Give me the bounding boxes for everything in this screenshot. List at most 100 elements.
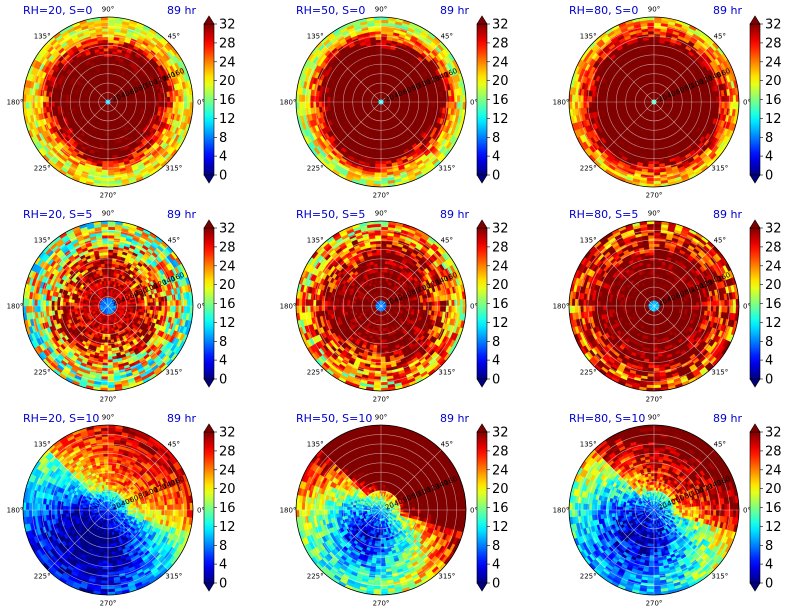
polar-panel: 204060801001201401600°45°90°135°180°225°… xyxy=(7,4,236,200)
heat-cell xyxy=(307,95,311,103)
heat-cell xyxy=(107,163,114,168)
heat-cell xyxy=(380,146,386,151)
heat-cell xyxy=(440,101,444,108)
heat-cell xyxy=(423,101,427,107)
heat-cell xyxy=(380,50,386,55)
heat-cell xyxy=(375,163,382,168)
colorbar-tick-label: 12 xyxy=(219,112,236,127)
heat-cell xyxy=(101,25,109,29)
heat-cell xyxy=(377,135,382,140)
heat-cell xyxy=(423,97,427,103)
heat-cell xyxy=(25,101,30,110)
heat-cell xyxy=(403,101,407,105)
heat-cell xyxy=(25,94,30,103)
heat-cell xyxy=(101,175,109,179)
colorbar-tick-label: 4 xyxy=(492,150,500,165)
heat-cell xyxy=(355,99,359,103)
polar-panel: 204060801001201401600°45°90°135°180°225°… xyxy=(280,4,509,200)
heat-cell xyxy=(152,101,157,107)
heat-cell xyxy=(326,97,331,103)
heat-cell xyxy=(36,95,41,103)
heat-cell xyxy=(107,56,113,60)
heat-cell xyxy=(102,39,109,43)
heat-cell xyxy=(39,101,44,109)
colorbar-tick-label: 28 xyxy=(219,36,236,51)
heat-cell xyxy=(152,97,157,103)
heat-cell xyxy=(380,155,387,159)
heat-cell xyxy=(181,101,185,109)
heat-cell xyxy=(102,161,109,165)
heat-cell xyxy=(380,135,385,140)
heat-cell xyxy=(380,76,384,80)
heat-cell xyxy=(378,127,382,131)
heat-cell xyxy=(380,56,386,60)
heat-cell xyxy=(380,73,384,77)
heat-cell xyxy=(70,101,75,106)
heat-cell xyxy=(138,101,143,106)
heat-cell xyxy=(107,172,115,176)
heat-cell xyxy=(335,97,339,103)
heat-cell xyxy=(448,101,453,109)
heat-cell xyxy=(420,98,424,103)
heat-cell xyxy=(454,95,458,103)
heat-cell xyxy=(380,149,386,154)
heat-cell xyxy=(101,30,109,35)
heat-cell xyxy=(343,98,348,103)
heat-cell xyxy=(104,141,109,145)
heat-cell xyxy=(380,64,385,69)
heat-cell xyxy=(341,98,345,103)
heat-cell xyxy=(374,33,382,38)
heat-cell xyxy=(103,47,109,52)
panel-title: RH=20, S=0 xyxy=(23,4,92,17)
heat-cell xyxy=(107,59,112,63)
heat-cell xyxy=(161,96,165,103)
panel-time: 89 hr xyxy=(167,4,196,17)
heat-cell xyxy=(324,96,328,103)
colorbar-tick-label: 12 xyxy=(492,112,509,127)
heat-cell xyxy=(315,101,320,108)
heat-cell xyxy=(380,59,385,63)
heat-cell xyxy=(408,101,413,105)
heat-cell xyxy=(301,94,306,103)
heat-cell xyxy=(380,152,386,157)
heat-cell xyxy=(104,138,109,142)
heat-cell xyxy=(425,101,430,107)
heat-cell xyxy=(442,101,447,108)
heat-cell xyxy=(141,98,146,103)
angle-tick-label: 270° xyxy=(373,192,390,200)
heat-cell xyxy=(161,101,165,108)
heat-cell xyxy=(373,19,382,24)
heat-cell xyxy=(408,99,413,103)
heat-cell xyxy=(377,59,382,63)
heat-cell xyxy=(380,129,384,134)
heat-cell xyxy=(380,169,388,174)
heat-cell xyxy=(105,70,109,75)
heat-cell xyxy=(82,99,86,103)
heat-cell xyxy=(298,94,303,103)
heat-cell xyxy=(183,101,188,110)
angle-tick-label: 135° xyxy=(307,33,324,41)
angle-tick-label: 135° xyxy=(34,33,51,41)
heat-cell xyxy=(130,101,134,105)
heat-cell xyxy=(73,98,78,103)
heat-cell xyxy=(175,95,180,103)
heat-cell xyxy=(375,155,382,159)
colorbar-tick-label: 24 xyxy=(219,55,236,70)
heat-cell xyxy=(459,94,464,103)
heat-cell xyxy=(42,96,47,103)
heat-cell xyxy=(144,98,148,103)
heat-cell xyxy=(454,101,458,109)
heat-cell xyxy=(346,98,351,103)
heat-cell xyxy=(374,172,382,176)
heat-cell xyxy=(172,101,177,109)
heat-cell xyxy=(101,166,109,171)
heat-cell xyxy=(107,149,113,154)
colorbar-bar xyxy=(203,23,215,176)
heat-cell xyxy=(380,175,388,179)
heat-cell xyxy=(349,101,354,105)
heat-cell xyxy=(42,101,47,108)
heat-cell xyxy=(107,28,115,32)
heat-cell xyxy=(59,101,64,107)
heat-cell xyxy=(377,138,382,142)
heat-cell xyxy=(375,45,382,49)
